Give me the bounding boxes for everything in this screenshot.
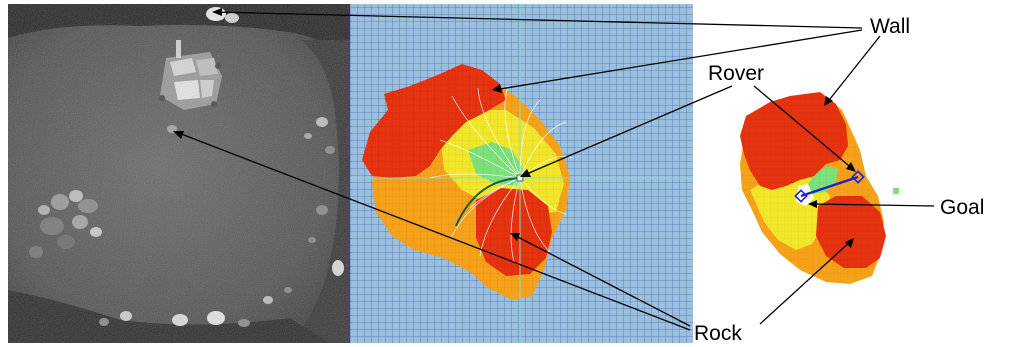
rover-arrow-grid [521, 85, 733, 177]
rover-label: Rover [708, 62, 764, 85]
rock-label: Rock [694, 322, 742, 345]
wall-arrow-planner-head [824, 96, 833, 106]
planner-free-cell [893, 188, 899, 194]
goal-arrow-head [808, 200, 817, 208]
rock-arrow-photo-head [173, 131, 184, 139]
labels: Wall Rover Goal Rock [694, 15, 984, 345]
planned-path [455, 177, 521, 227]
rover-arrow-planner [753, 85, 855, 171]
goal-marker [794, 189, 808, 203]
rock-arrow-planner [759, 239, 853, 325]
wall-arrow-planner [825, 35, 881, 105]
planner-path [800, 175, 859, 198]
goal-label: Goal [940, 196, 984, 219]
rock-arrow-grid [511, 233, 691, 327]
rover-arrow-grid-head [520, 169, 531, 177]
goal-arrow [811, 203, 935, 207]
rover-arrow-planner-head [846, 162, 856, 172]
local-planner-map [693, 4, 1022, 343]
wall-arrow-photo-head [212, 8, 222, 16]
rover-marker [516, 174, 524, 182]
rock-arrow-photo [175, 131, 691, 331]
wall-arrow-grid-head [492, 84, 502, 93]
overhead-photo [8, 4, 350, 343]
wall-label: Wall [870, 15, 910, 38]
rock-arrow-grid-head [510, 233, 520, 241]
annotation-arrows [173, 8, 935, 331]
rock-arrow-planner-head [845, 238, 854, 248]
terrain-cost-map [350, 4, 693, 343]
wall-arrow-grid [493, 29, 863, 91]
wall-arrow-photo [213, 11, 863, 29]
rover-pose-marker [851, 170, 865, 184]
